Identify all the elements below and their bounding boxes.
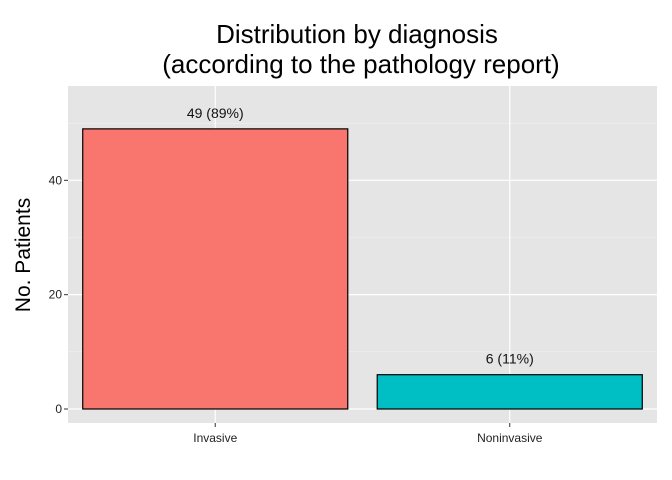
bar-noninvasive [376, 374, 643, 410]
bars [82, 128, 643, 410]
chart-title-line-1: Distribution by diagnosis [216, 19, 498, 49]
bar-invasive [82, 128, 349, 410]
y-tick-label: 40 [49, 173, 63, 187]
x-tick-label: Noninvasive [477, 431, 543, 445]
x-tick-label: Invasive [193, 431, 237, 445]
chart-title-line-2: (according to the pathology report) [162, 49, 559, 79]
y-tick-label: 20 [49, 288, 63, 302]
x-axis: Invasive Noninvasive [193, 423, 543, 445]
y-tick-label: 0 [55, 402, 62, 416]
y-axis: 0 20 40 [49, 173, 68, 416]
bar-label-noninvasive: 6 (11%) [486, 351, 534, 367]
bar-label-invasive: 49 (89%) [187, 105, 244, 121]
y-axis-label: No. Patients [12, 198, 35, 312]
bar-labels: 49 (89%) 6 (11%) [187, 105, 534, 367]
